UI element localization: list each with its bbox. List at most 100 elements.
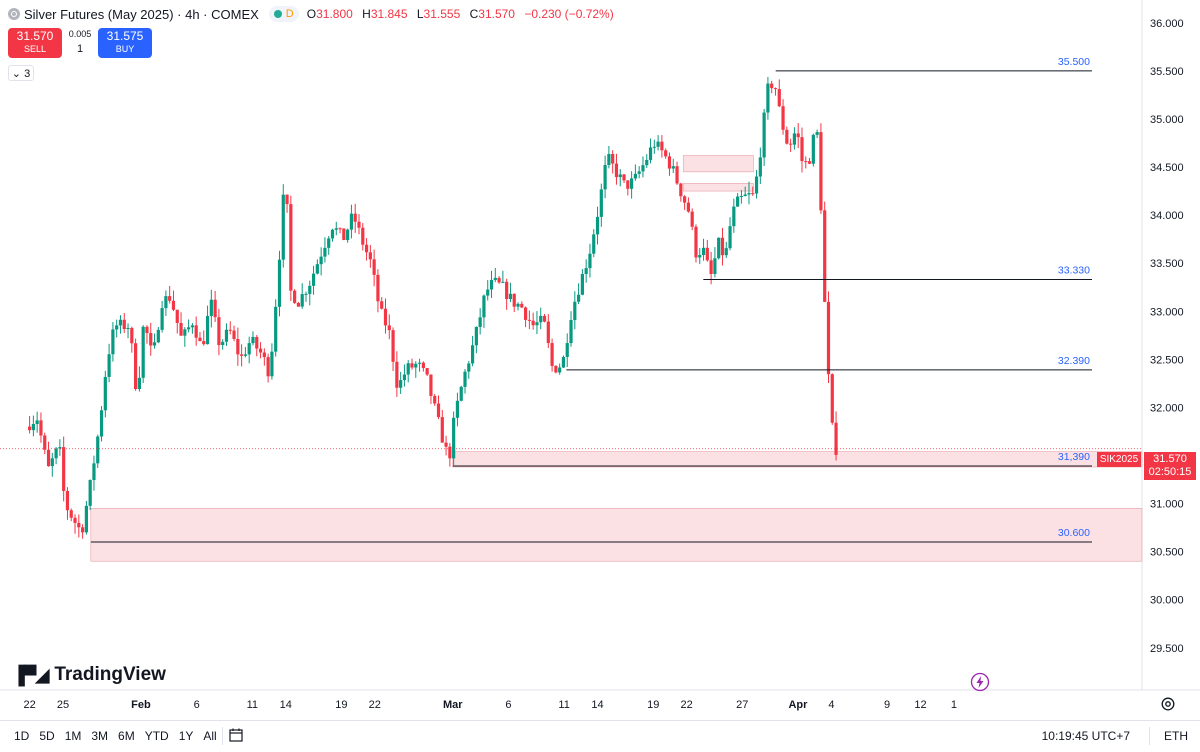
bar-countdown: 02:50:15 — [1148, 466, 1192, 478]
buy-button[interactable]: 31.575 BUY — [98, 28, 152, 58]
date-range-icon[interactable] — [228, 727, 244, 743]
candle-body — [539, 315, 543, 323]
ohlc-values: O31.800 H31.845 L31.555 C31.570 −0.230 (… — [307, 7, 620, 21]
current-price: 31.570 — [1153, 453, 1187, 465]
candle-body — [27, 426, 32, 431]
candle-body — [656, 141, 660, 147]
range-all[interactable]: All — [203, 729, 217, 743]
candle-body — [372, 259, 376, 275]
range-3m[interactable]: 3M — [91, 729, 109, 743]
candle-body — [823, 210, 827, 302]
market-open-dot — [273, 10, 282, 18]
candle-body — [293, 290, 297, 303]
time-axis-label: 19 — [335, 699, 347, 711]
candle-body — [65, 490, 70, 511]
candle-body — [671, 166, 675, 169]
price-axis-label: 35.500 — [1150, 66, 1184, 78]
candle-body — [31, 423, 35, 431]
current-price-tag: 31.570 02:50:15 — [1144, 452, 1196, 480]
level-label: 33.330 — [1058, 265, 1090, 277]
candle-body — [508, 293, 513, 299]
symbol-title[interactable]: Silver Futures (May 2025) · 4h · COMEX — [24, 6, 259, 22]
range-1d[interactable]: 1D — [14, 729, 30, 743]
candle-body — [417, 362, 422, 364]
range-5d[interactable]: 5D — [39, 729, 55, 743]
market-status-badge[interactable]: D — [268, 6, 299, 22]
order-quantity[interactable]: 1 — [76, 43, 84, 55]
price-axis-label: 35.000 — [1150, 114, 1184, 126]
candle-body — [705, 247, 709, 261]
candle-body — [440, 417, 444, 443]
time-axis-label: 14 — [280, 699, 292, 711]
candle-body — [679, 183, 683, 197]
candle-body — [399, 380, 403, 388]
tradingview-mark-icon: ▐▀◢ — [12, 664, 49, 685]
candle-body — [285, 194, 289, 205]
candle-body — [773, 88, 778, 90]
candle-body — [770, 83, 774, 89]
candle-body — [327, 238, 331, 248]
candle-body — [342, 228, 346, 241]
candle-body — [357, 221, 361, 228]
candle-body — [137, 377, 141, 390]
time-axis-label: 6 — [194, 699, 200, 711]
candle-body — [421, 362, 425, 369]
supply-demand-zone — [90, 508, 1143, 562]
candle-body — [732, 206, 736, 227]
candle-body — [569, 320, 573, 344]
clock-timezone[interactable]: 10:19:45 UTC+7 — [1041, 729, 1130, 743]
candle-body — [796, 133, 800, 138]
range-ytd[interactable]: YTD — [144, 729, 169, 743]
candle-body — [550, 343, 554, 366]
candle-body — [349, 213, 354, 230]
candle-body — [429, 374, 433, 396]
symbol-icon[interactable] — [8, 8, 20, 20]
indicators-toggle[interactable]: ⌄ 3 — [8, 65, 34, 81]
candle-body — [43, 435, 47, 450]
candle-body — [190, 325, 195, 328]
time-axis-label: 19 — [647, 699, 659, 711]
candle-body — [448, 446, 452, 459]
price-axis-label: 30.000 — [1150, 595, 1184, 607]
price-chart[interactable]: 35.500 33.330 32.390 31,390 30.600 36.000 35.5… — [0, 0, 1200, 720]
candle-body — [62, 447, 66, 491]
candle-body — [149, 333, 153, 346]
candle-body — [296, 302, 301, 307]
toolbar-divider — [222, 727, 223, 745]
candle-body — [289, 204, 293, 291]
candle-body — [410, 363, 414, 368]
candle-body — [800, 137, 804, 162]
candle-body — [46, 449, 51, 467]
session-toggle[interactable]: ETH — [1164, 729, 1188, 743]
range-6m[interactable]: 6M — [118, 729, 135, 743]
candle-body — [724, 248, 728, 256]
range-1y[interactable]: 1Y — [178, 729, 194, 743]
candle-body — [380, 301, 384, 309]
candle-body — [785, 129, 789, 144]
time-axis-label: 11 — [558, 699, 569, 711]
candle-body — [554, 365, 558, 373]
candle-body — [414, 363, 418, 368]
sell-button[interactable]: 31.570 SELL — [8, 28, 62, 58]
candle-body — [266, 357, 270, 377]
time-axis-label: 22 — [680, 699, 692, 711]
low-value: 31.555 — [423, 7, 461, 21]
lightning-icon[interactable] — [970, 672, 990, 692]
sell-label: SELL — [23, 44, 47, 54]
candle-body — [376, 274, 380, 302]
candle-body — [595, 216, 600, 235]
low-key: L — [416, 7, 424, 21]
candle-body — [807, 161, 812, 164]
candle-body — [474, 326, 478, 346]
range-1m[interactable]: 1M — [64, 729, 82, 743]
candle-body — [512, 293, 516, 307]
toolbar-divider — [1149, 727, 1150, 745]
open-value: 31.800 — [316, 7, 353, 21]
candle-body — [542, 315, 547, 322]
tradingview-logo[interactable]: ▐▀◢ TradingView — [12, 664, 166, 686]
candle-body — [459, 386, 463, 401]
candle-body — [240, 354, 244, 356]
candle-body — [592, 234, 596, 254]
settings-gear-icon[interactable] — [1160, 696, 1176, 712]
candle-body — [470, 345, 475, 364]
